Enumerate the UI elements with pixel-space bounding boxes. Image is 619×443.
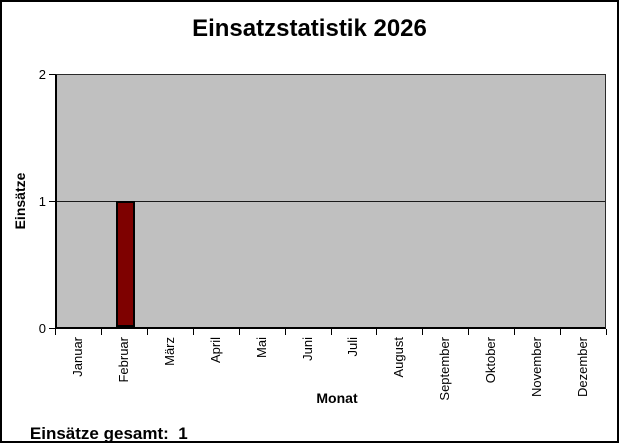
x-tick-label-februar: Februar xyxy=(115,337,131,386)
y-tick-label-0: 0 xyxy=(38,321,46,336)
y-axis-tick xyxy=(49,328,55,329)
x-axis-tick xyxy=(514,329,516,335)
x-tick-label-text: Juli xyxy=(345,337,361,357)
x-axis-tick xyxy=(238,329,240,335)
x-axis-tick xyxy=(100,329,102,335)
y-tick-label-2: 2 xyxy=(38,67,46,82)
y-tick-label-1: 1 xyxy=(38,194,46,209)
x-tick-label-text: November xyxy=(529,337,545,397)
footer-total-label: Einsätze gesamt: xyxy=(29,424,169,443)
x-axis-tick xyxy=(192,329,194,335)
bar-februar xyxy=(116,201,136,327)
x-tick-label-text: Dezember xyxy=(575,337,591,397)
footer-total-value: 1 xyxy=(178,424,188,443)
x-tick-label-text: Mai xyxy=(253,337,269,358)
footer-total-spacer xyxy=(169,424,178,441)
x-tick-label-text: April xyxy=(207,337,223,364)
x-tick-label-mai: Mai xyxy=(253,337,269,361)
gridline-y-1 xyxy=(57,201,605,202)
x-axis-title: Monat xyxy=(316,390,358,406)
x-axis-tick xyxy=(330,329,332,335)
x-tick-label-text: Oktober xyxy=(483,337,499,384)
x-axis-tick xyxy=(55,329,56,335)
footer-total-text: Einsätze gesamt: 1 xyxy=(11,404,188,443)
x-axis-tick xyxy=(284,329,286,335)
x-tick-label-text: Juni xyxy=(299,337,315,361)
plot-area xyxy=(55,74,606,329)
x-tick-label-september: September xyxy=(437,337,453,404)
x-tick-label-märz: März xyxy=(161,337,177,369)
x-tick-label-text: September xyxy=(437,337,453,401)
x-axis-tick xyxy=(376,329,378,335)
x-tick-label-oktober: Oktober xyxy=(483,337,499,386)
x-tick-label-november: November xyxy=(529,337,545,400)
x-tick-label-text: Februar xyxy=(115,337,131,383)
y-axis-tick xyxy=(49,74,55,75)
x-axis-tick xyxy=(560,329,562,335)
x-tick-label-text: Januar xyxy=(69,337,85,377)
x-tick-label-juni: Juni xyxy=(299,337,315,364)
x-tick-label-dezember: Dezember xyxy=(575,337,591,400)
x-axis-tick xyxy=(606,329,607,335)
y-axis-tick xyxy=(49,201,55,202)
x-axis-tick xyxy=(468,329,470,335)
x-tick-label-august: August xyxy=(391,337,407,380)
chart-title: Einsatzstatistik 2026 xyxy=(192,15,427,42)
x-axis-tick xyxy=(422,329,424,335)
x-axis-tick xyxy=(146,329,148,335)
x-tick-label-januar: Januar xyxy=(69,337,85,380)
x-tick-label-april: April xyxy=(207,337,223,366)
x-tick-label-text: März xyxy=(161,337,177,366)
x-tick-label-text: August xyxy=(391,337,407,378)
x-tick-label-juli: Juli xyxy=(345,337,361,360)
